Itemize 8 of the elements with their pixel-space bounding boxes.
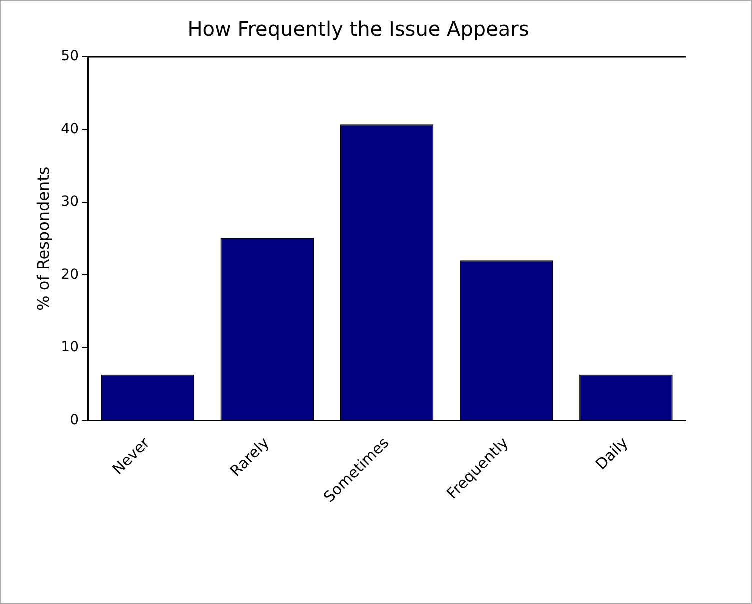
y-tick-label: 50	[61, 48, 80, 65]
y-tick-label: 40	[61, 121, 80, 138]
y-tick-label: 30	[61, 194, 80, 210]
y-axis-title: % of Respondents	[34, 166, 53, 311]
y-tick-label: 20	[61, 266, 80, 283]
y-tick-label: 10	[61, 340, 80, 356]
y-tick-label: 0	[70, 412, 80, 428]
chart-title: How Frequently the Issue Appears	[188, 17, 530, 42]
